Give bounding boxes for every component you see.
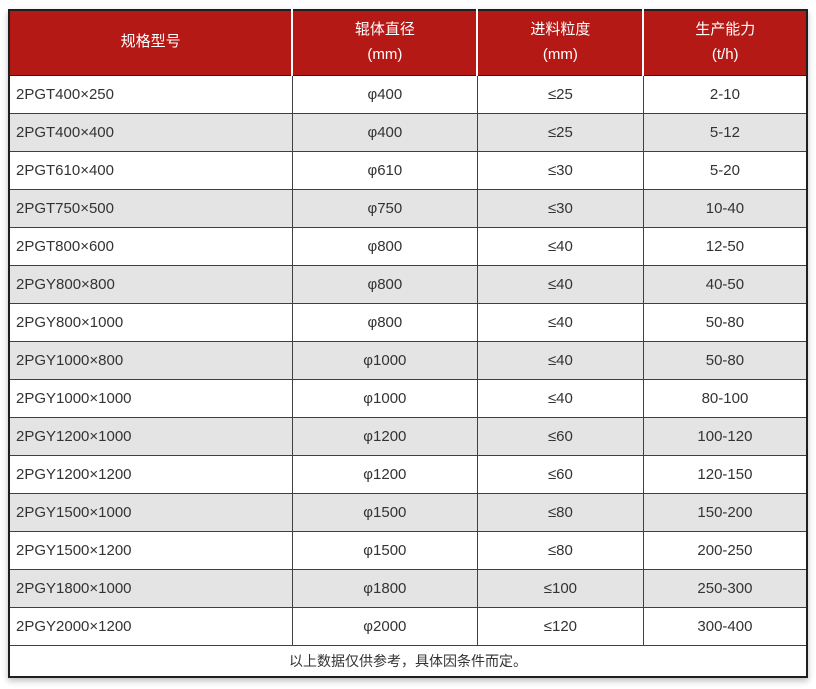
table-cell-model: 2PGY1200×1200 xyxy=(8,454,293,494)
table-cell-model: 2PGY1000×1000 xyxy=(8,378,293,418)
column-header-feed-size-unit: (mm) xyxy=(542,45,578,63)
table-cell-roller-diameter: φ1200 xyxy=(291,454,478,494)
table-cell-feed-size: ≤40 xyxy=(476,378,644,418)
table-cell-capacity: 100-120 xyxy=(642,416,808,456)
table-cell-model: 2PGT750×500 xyxy=(8,188,293,228)
table-cell-feed-size: ≤25 xyxy=(476,112,644,152)
table-cell-capacity: 300-400 xyxy=(642,606,808,646)
table-cell-feed-size: ≤40 xyxy=(476,264,644,304)
table-row: 2PGT750×500 φ750 ≤30 10-40 xyxy=(8,188,808,228)
column-header-feed-size-label: 进料粒度 xyxy=(530,21,591,38)
table-cell-capacity: 200-250 xyxy=(642,530,808,570)
column-header-feed-size: 进料粒度 (mm) xyxy=(476,10,644,76)
table-cell-feed-size: ≤40 xyxy=(476,340,644,380)
table-cell-roller-diameter: φ800 xyxy=(291,264,478,304)
column-header-roller-diameter-label: 辊体直径 xyxy=(354,21,415,38)
table-cell-feed-size: ≤80 xyxy=(476,492,644,532)
table-cell-roller-diameter: φ400 xyxy=(291,74,478,114)
column-header-model: 规格型号 xyxy=(9,10,293,76)
table-cell-capacity: 50-80 xyxy=(642,302,808,342)
table-cell-roller-diameter: φ1800 xyxy=(291,568,478,608)
table-body: 2PGT400×250 φ400 ≤25 2-10 2PGT400×400 φ400 ≤25… xyxy=(8,74,808,646)
table-cell-feed-size: ≤30 xyxy=(476,188,644,228)
table-cell-capacity: 150-200 xyxy=(642,492,808,532)
table-cell-capacity: 2-10 xyxy=(642,74,808,114)
table-row: 2PGY1000×1000 φ1000 ≤40 80-100 xyxy=(8,378,808,418)
table-cell-capacity: 80-100 xyxy=(642,378,808,418)
table-cell-feed-size: ≤80 xyxy=(476,530,644,570)
table-cell-capacity: 40-50 xyxy=(642,264,808,304)
table-cell-roller-diameter: φ1200 xyxy=(291,416,478,456)
table-row: 2PGY1800×1000 φ1800 ≤100 250-300 xyxy=(8,568,808,608)
table-cell-feed-size: ≤30 xyxy=(476,150,644,190)
table-row: 2PGY1500×1200 φ1500 ≤80 200-250 xyxy=(8,530,808,570)
table-cell-capacity: 120-150 xyxy=(642,454,808,494)
header-row: 规格型号 辊体直径 (mm) 进料粒度 (mm) 生产能力 (t/h) xyxy=(9,10,807,76)
table-cell-feed-size: ≤40 xyxy=(476,226,644,266)
table-cell-model: 2PGT400×250 xyxy=(8,74,293,114)
table-cell-model: 2PGY1800×1000 xyxy=(8,568,293,608)
spec-table: 规格型号 辊体直径 (mm) 进料粒度 (mm) 生产能力 (t/h) 2PGT… xyxy=(8,9,808,678)
table-cell-model: 2PGT800×600 xyxy=(8,226,293,266)
column-header-capacity-label: 生产能力 xyxy=(695,21,756,38)
table-row: 2PGY1500×1000 φ1500 ≤80 150-200 xyxy=(8,492,808,532)
table-row: 2PGT610×400 φ610 ≤30 5-20 xyxy=(8,150,808,190)
table-cell-roller-diameter: φ400 xyxy=(291,112,478,152)
table-cell-capacity: 5-20 xyxy=(642,150,808,190)
footer-note: 以上数据仅供参考，具体因条件而定。 xyxy=(9,644,807,677)
table-cell-model: 2PGT610×400 xyxy=(8,150,293,190)
table-cell-capacity: 50-80 xyxy=(642,340,808,380)
table-cell-model: 2PGY800×1000 xyxy=(8,302,293,342)
table-cell-capacity: 12-50 xyxy=(642,226,808,266)
table-row: 2PGT800×600 φ800 ≤40 12-50 xyxy=(8,226,808,266)
table-cell-roller-diameter: φ1500 xyxy=(291,492,478,532)
table-row: 2PGT400×400 φ400 ≤25 5-12 xyxy=(8,112,808,152)
table-cell-model: 2PGY1500×1000 xyxy=(8,492,293,532)
column-header-roller-diameter-unit: (mm) xyxy=(367,45,403,63)
table-cell-model: 2PGY1500×1200 xyxy=(8,530,293,570)
table-row: 2PGY800×800 φ800 ≤40 40-50 xyxy=(8,264,808,304)
table-row: 2PGY1200×1200 φ1200 ≤60 120-150 xyxy=(8,454,808,494)
table-cell-roller-diameter: φ800 xyxy=(291,302,478,342)
table-cell-feed-size: ≤100 xyxy=(476,568,644,608)
table-cell-roller-diameter: φ1000 xyxy=(291,340,478,380)
column-header-model-label: 规格型号 xyxy=(120,33,181,51)
table-cell-roller-diameter: φ2000 xyxy=(291,606,478,646)
table-cell-capacity: 5-12 xyxy=(642,112,808,152)
table-cell-model: 2PGY800×800 xyxy=(8,264,293,304)
table-cell-model: 2PGY2000×1200 xyxy=(8,606,293,646)
table-cell-feed-size: ≤60 xyxy=(476,416,644,456)
table-cell-feed-size: ≤60 xyxy=(476,454,644,494)
table-cell-model: 2PGY1000×800 xyxy=(8,340,293,380)
table-cell-roller-diameter: φ1000 xyxy=(291,378,478,418)
table-cell-roller-diameter: φ800 xyxy=(291,226,478,266)
table-row: 2PGT400×250 φ400 ≤25 2-10 xyxy=(8,74,808,114)
table-cell-roller-diameter: φ750 xyxy=(291,188,478,228)
column-header-capacity-unit: (t/h) xyxy=(711,45,739,63)
table-row: 2PGY1000×800 φ1000 ≤40 50-80 xyxy=(8,340,808,380)
table-cell-capacity: 250-300 xyxy=(642,568,808,608)
table-row: 2PGY2000×1200 φ2000 ≤120 300-400 xyxy=(8,606,808,646)
table-cell-roller-diameter: φ1500 xyxy=(291,530,478,570)
table-cell-feed-size: ≤25 xyxy=(476,74,644,114)
table-cell-feed-size: ≤120 xyxy=(476,606,644,646)
table-cell-model: 2PGY1200×1000 xyxy=(8,416,293,456)
table-cell-capacity: 10-40 xyxy=(642,188,808,228)
table-cell-feed-size: ≤40 xyxy=(476,302,644,342)
table-header: 规格型号 辊体直径 (mm) 进料粒度 (mm) 生产能力 (t/h) xyxy=(9,10,807,76)
table-cell-roller-diameter: φ610 xyxy=(291,150,478,190)
table-row: 2PGY800×1000 φ800 ≤40 50-80 xyxy=(8,302,808,342)
table-row: 2PGY1200×1000 φ1200 ≤60 100-120 xyxy=(8,416,808,456)
column-header-roller-diameter: 辊体直径 (mm) xyxy=(291,10,478,76)
footer-row: 以上数据仅供参考，具体因条件而定。 xyxy=(9,644,807,677)
column-header-capacity: 生产能力 (t/h) xyxy=(642,10,807,76)
table-cell-model: 2PGT400×400 xyxy=(8,112,293,152)
table-footer: 以上数据仅供参考，具体因条件而定。 xyxy=(9,644,807,677)
